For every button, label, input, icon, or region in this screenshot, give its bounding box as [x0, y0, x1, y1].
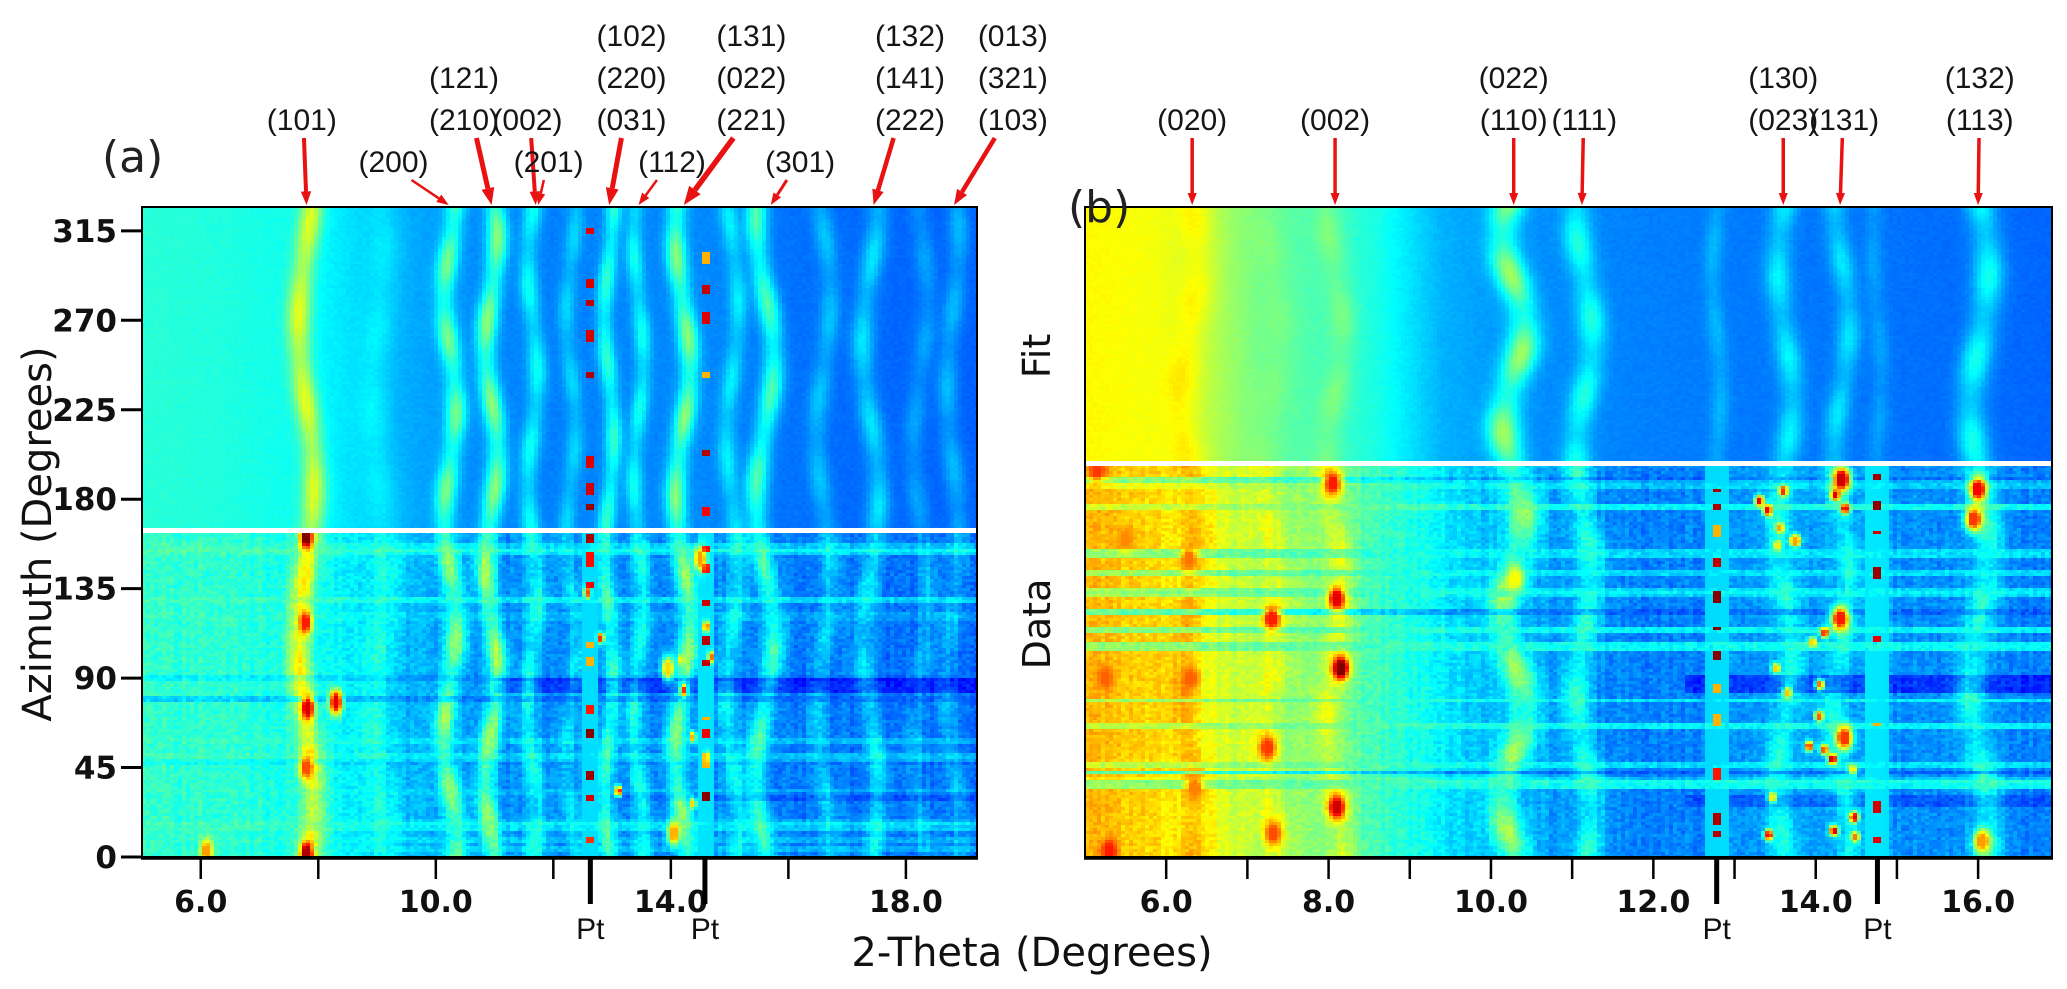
- annotation-arrow-head: [605, 187, 619, 205]
- pt-label: Pt: [691, 913, 720, 946]
- fit-half-label: Fit: [1015, 333, 1059, 379]
- annotation-arrow-head: [683, 185, 701, 205]
- annotation-arrow-line: [1580, 137, 1585, 194]
- miller-index-label: (131): [716, 20, 786, 53]
- miller-index-label: (321): [978, 62, 1048, 95]
- panel-a-letter: (a): [102, 132, 164, 183]
- miller-index-label: (110): [1480, 104, 1548, 137]
- data-half-label: Data: [1015, 578, 1059, 670]
- miller-index-label: (130): [1748, 62, 1818, 95]
- miller-index-label: (132): [875, 20, 945, 53]
- x-tick-label: 14.0: [1779, 885, 1853, 920]
- plot-border-a: [141, 206, 978, 858]
- annotation-arrow-head: [436, 194, 449, 205]
- annotation-arrow-head: [1835, 192, 1846, 205]
- miller-index-label: (013): [978, 20, 1048, 53]
- miller-index-label: (200): [358, 146, 428, 179]
- annotation-arrow-head: [1187, 193, 1197, 205]
- miller-index-label: (020): [1157, 104, 1227, 137]
- annotation-arrow-head: [1509, 193, 1519, 205]
- annotation-arrow-line: [1976, 137, 1981, 194]
- miller-index-label: (002): [1300, 104, 1370, 137]
- annotation-arrow-line: [410, 178, 440, 200]
- annotation-arrow-head: [481, 186, 495, 205]
- annotation-arrow-line: [644, 179, 658, 197]
- heatmap-panel-b: [1085, 207, 2052, 857]
- miller-index-label: (301): [765, 146, 835, 179]
- y-tick-label: 315: [52, 214, 117, 250]
- y-axis-title: Azimuth (Degrees): [15, 346, 61, 722]
- annotation-arrow-head: [770, 192, 782, 205]
- miller-index-label: (101): [267, 104, 337, 137]
- annotation-arrow-line: [692, 136, 736, 192]
- x-tick-label: 10.0: [1454, 885, 1528, 920]
- miller-index-label: (112): [638, 146, 706, 179]
- annotation-arrow-head: [536, 192, 546, 205]
- annotation-arrow-line: [1838, 137, 1845, 194]
- pt-label: Pt: [576, 913, 605, 946]
- heatmap-panel-a: [142, 207, 977, 857]
- x-tick-label: 14.0: [634, 885, 708, 920]
- x-tick-label: 6.0: [1140, 885, 1193, 920]
- pt-label: Pt: [1863, 913, 1892, 946]
- annotation-arrow-line: [875, 137, 896, 191]
- miller-index-label: (132): [1945, 62, 2015, 95]
- miller-index-label: (222): [875, 104, 945, 137]
- annotation-arrow-line: [609, 137, 624, 189]
- miller-index-label: (023): [1748, 104, 1818, 137]
- y-tick-label: 135: [52, 572, 117, 608]
- x-tick-label: 16.0: [1941, 885, 2015, 920]
- annotation-arrow-head: [1577, 192, 1587, 205]
- miller-index-label: (103): [978, 104, 1048, 137]
- miller-index-label: (031): [596, 104, 666, 137]
- miller-index-label: (102): [596, 20, 666, 53]
- x-tick-label: 12.0: [1616, 885, 1690, 920]
- annotation-arrow-head: [638, 192, 650, 205]
- annotation-arrow-line: [474, 137, 491, 189]
- y-tick-label: 45: [74, 751, 117, 787]
- annotation-arrow-line: [539, 179, 546, 194]
- annotation-arrow-head: [1973, 192, 1983, 205]
- annotation-arrow-head: [872, 188, 884, 205]
- y-tick-label: 270: [52, 303, 117, 339]
- miller-index-label: (131): [1809, 104, 1879, 137]
- x-tick-label: 18.0: [869, 885, 943, 920]
- annotation-arrow-line: [301, 137, 309, 192]
- x-tick-label: 8.0: [1302, 885, 1355, 920]
- annotation-arrow-head: [1778, 193, 1788, 205]
- miller-index-label: (022): [1479, 62, 1549, 95]
- miller-index-label: (201): [514, 146, 584, 179]
- y-tick-label: 90: [74, 661, 117, 697]
- miller-index-label: (210): [429, 104, 499, 137]
- pt-label: Pt: [1702, 913, 1731, 946]
- miller-index-label: (141): [875, 62, 945, 95]
- miller-index-label: (220): [596, 62, 666, 95]
- miller-index-label: (002): [492, 104, 562, 137]
- y-tick-label: 180: [52, 482, 117, 518]
- annotation-arrow-head: [1330, 193, 1340, 205]
- annotation-arrow-head: [954, 188, 968, 205]
- panel-b-letter: (b): [1068, 182, 1131, 233]
- miller-index-label: (121): [429, 62, 499, 95]
- y-tick-label: 225: [52, 393, 117, 429]
- x-tick-label: 10.0: [399, 885, 473, 920]
- x-tick-label: 6.0: [174, 885, 227, 920]
- miller-index-label: (113): [1946, 104, 2014, 137]
- miller-index-label: (221): [716, 104, 786, 137]
- annotation-arrow-head: [300, 191, 312, 205]
- miller-index-label: (022): [716, 62, 786, 95]
- x-axis-title: 2-Theta (Degrees): [851, 930, 1213, 976]
- y-tick-label: 0: [95, 840, 117, 876]
- annotation-arrow-line: [529, 137, 537, 192]
- plot-border-b: [1084, 206, 2053, 858]
- annotation-arrow-line: [776, 179, 789, 196]
- annotation-arrow-line: [960, 136, 997, 194]
- miller-index-label: (111): [1552, 104, 1618, 137]
